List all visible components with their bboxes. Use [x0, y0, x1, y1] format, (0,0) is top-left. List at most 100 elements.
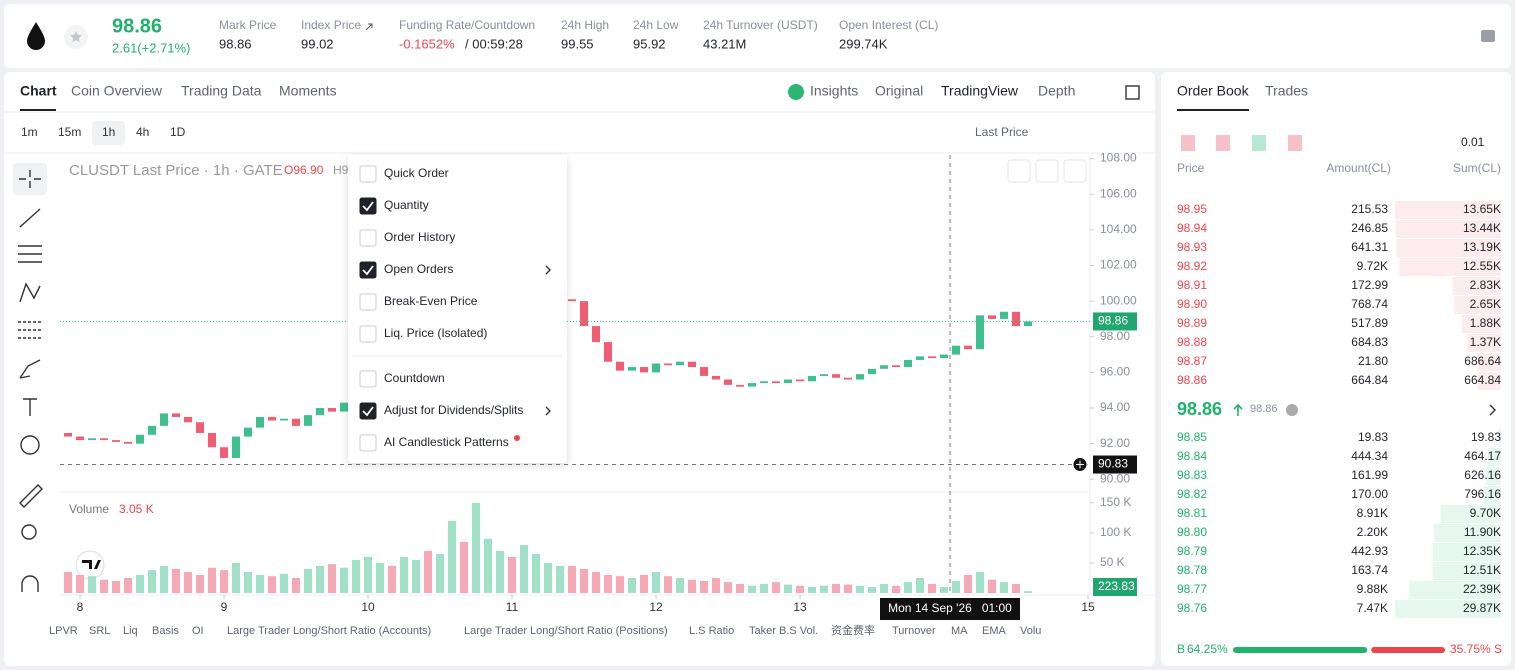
book-mode-icon[interactable] — [1181, 135, 1195, 151]
book-tab[interactable]: Trades — [1265, 83, 1308, 99]
pattern-tool[interactable] — [19, 282, 41, 303]
header-panel — [4, 4, 1511, 68]
chart-view[interactable]: Insights — [810, 83, 858, 99]
indicator[interactable]: Turnover — [892, 625, 936, 637]
indicator[interactable]: Large Trader Long/Short Ratio (Positions… — [464, 625, 668, 637]
volume-bar — [640, 574, 648, 593]
volume-bar — [316, 565, 324, 593]
checkbox[interactable] — [359, 370, 377, 388]
checkbox[interactable] — [359, 293, 377, 311]
depth-bar — [1477, 372, 1501, 390]
depth-bar — [1434, 524, 1501, 542]
candle — [256, 416, 264, 428]
y-tick-label: 104.00 — [1100, 222, 1137, 236]
price-step[interactable]: 0.01 — [1461, 135, 1485, 149]
reset-button[interactable] — [1063, 159, 1087, 183]
menu-item[interactable]: Break-Even Price — [384, 294, 478, 308]
emoji-tool[interactable] — [20, 435, 40, 455]
menu-item[interactable]: AI Candlestick Patterns — [384, 435, 509, 449]
chart-view[interactable]: Depth — [1038, 83, 1075, 99]
menu-item[interactable]: Liq. Price (Isolated) — [384, 326, 487, 340]
indicator[interactable]: OI — [192, 625, 204, 637]
tv-logo-mark — [82, 560, 101, 569]
crosshair-tool[interactable] — [19, 170, 41, 188]
chart-tab[interactable]: Coin Overview — [71, 83, 163, 99]
indicator[interactable]: 资金费率 — [831, 623, 875, 637]
book-sum: 2.65K — [1470, 297, 1501, 311]
menu-item[interactable]: Quick Order — [384, 166, 449, 180]
chart-tab[interactable]: Trading Data — [181, 83, 262, 99]
zoom-tool[interactable] — [21, 524, 37, 540]
trendline-tool[interactable] — [19, 208, 41, 228]
checkbox[interactable] — [359, 402, 377, 420]
interval[interactable]: 1D — [170, 125, 186, 139]
volume-bar — [916, 577, 924, 593]
candle — [748, 383, 756, 387]
candle — [1024, 321, 1032, 327]
menu-item[interactable]: Countdown — [384, 371, 445, 385]
indicator[interactable]: Large Trader Long/Short Ratio (Accounts) — [227, 625, 431, 637]
scroll-button[interactable] — [1007, 159, 1031, 183]
fib-tool[interactable] — [18, 245, 42, 263]
chart-tab[interactable]: Chart — [20, 83, 57, 99]
volume-tick-label: 50 K — [1100, 555, 1125, 569]
price-source[interactable]: Last Price — [975, 125, 1029, 139]
chart-view[interactable]: Original — [875, 83, 923, 99]
check — [362, 265, 374, 276]
menu-item[interactable]: Open Orders — [384, 262, 453, 276]
book-sum: 13.19K — [1463, 240, 1501, 254]
layout-button[interactable] — [1125, 85, 1140, 100]
indicator[interactable]: LPVR — [49, 625, 78, 637]
checkbox[interactable] — [359, 165, 377, 183]
volume-bar — [736, 583, 744, 593]
brush-tool[interactable] — [19, 359, 41, 379]
indicator[interactable]: EMA — [982, 625, 1007, 637]
depth-bar — [1461, 315, 1501, 333]
checkbox[interactable] — [359, 261, 377, 279]
checkbox[interactable] — [359, 325, 377, 343]
candle — [868, 368, 876, 375]
interval[interactable]: 1m — [21, 125, 38, 139]
indicator[interactable]: Basis — [152, 625, 179, 637]
book-sum: 686.64 — [1464, 354, 1501, 368]
indicator[interactable]: MA — [951, 625, 968, 637]
book-mode-icon[interactable] — [1216, 135, 1230, 151]
indicator[interactable]: Volu — [1020, 625, 1041, 637]
cursor-volume-tag — [1093, 578, 1137, 596]
checkbox[interactable] — [359, 229, 377, 247]
volume-bar — [868, 586, 876, 593]
volume-bar — [520, 544, 528, 593]
magnet-tool[interactable] — [21, 575, 39, 592]
ruler-tool[interactable] — [19, 484, 43, 508]
chart-view[interactable]: TradingView — [941, 83, 1019, 99]
text-tool[interactable] — [23, 398, 37, 416]
indicator[interactable]: L.S Ratio — [689, 625, 734, 637]
countdown: / 00:59:28 — [465, 36, 523, 51]
book-price: 98.82 — [1177, 487, 1207, 501]
book-price: 98.91 — [1177, 278, 1207, 292]
book-price: 98.81 — [1177, 506, 1207, 520]
prediction-tool[interactable] — [18, 321, 42, 339]
candle — [880, 365, 888, 369]
book-price: 98.88 — [1177, 335, 1207, 349]
menu-item[interactable]: Adjust for Dividends/Splits — [384, 403, 523, 417]
book-amount: 442.93 — [1351, 544, 1388, 558]
checkbox[interactable] — [359, 197, 377, 215]
chart-tab[interactable]: Moments — [279, 83, 337, 99]
menu-item[interactable]: Quantity — [384, 198, 429, 212]
y-tick-label: 98.00 — [1100, 329, 1130, 343]
indicator[interactable]: Taker B.S Vol. — [749, 625, 818, 637]
book-mode-icon[interactable] — [1288, 135, 1302, 151]
book-mode-icon[interactable] — [1252, 135, 1266, 151]
menu-item[interactable]: Order History — [384, 230, 455, 244]
checkbox[interactable] — [359, 434, 377, 452]
indicator[interactable]: Liq — [123, 625, 138, 637]
indicator[interactable]: SRL — [89, 625, 110, 637]
interval[interactable]: 1h — [102, 125, 115, 139]
book-icon[interactable] — [1481, 30, 1495, 42]
interval[interactable]: 4h — [136, 125, 149, 139]
book-tab[interactable]: Order Book — [1177, 83, 1250, 99]
collapse-button[interactable] — [1035, 159, 1059, 183]
interval[interactable]: 15m — [58, 125, 81, 139]
volume-bar — [892, 585, 900, 593]
